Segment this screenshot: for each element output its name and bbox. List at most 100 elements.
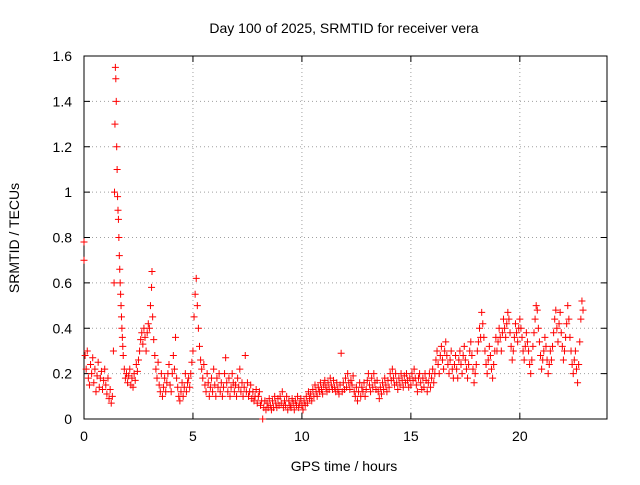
data-point [116,279,124,287]
data-point [168,370,176,378]
data-point [100,376,108,384]
data-point [478,308,486,316]
data-point [126,365,134,373]
data-point [558,342,566,350]
data-point [111,188,119,196]
data-point [575,361,583,369]
data-point [80,256,88,264]
data-point [482,361,490,369]
data-point [510,333,518,341]
data-point [85,381,93,389]
data-point [367,388,375,396]
data-point [115,252,123,260]
data-point [579,306,587,314]
data-point [434,361,442,369]
data-point [423,388,431,396]
data-point [204,379,212,387]
data-point [545,361,553,369]
data-point [233,392,241,400]
data-point [202,388,210,396]
data-point [110,279,118,287]
data-point [206,383,214,391]
data-point [542,342,550,350]
data-point [473,347,481,355]
data-point [544,370,552,378]
x-axis-label: GPS time / hours [291,458,398,474]
data-point [559,356,567,364]
data-point [94,358,102,366]
data-point [165,361,173,369]
data-point [109,347,117,355]
data-point [467,338,475,346]
data-point [452,351,460,359]
data-point [102,381,110,389]
data-point [501,324,509,332]
data-point [133,367,141,375]
data-point [417,379,425,387]
data-point [505,315,513,323]
data-point [538,365,546,373]
data-point [132,361,140,369]
data-point [368,374,376,382]
data-point [216,388,224,396]
data-point [569,370,577,378]
data-point [554,338,562,346]
data-point [525,347,533,355]
data-point [444,361,452,369]
data-point [103,390,111,398]
data-point [447,347,455,355]
data-point [104,374,112,382]
data-point [90,379,98,387]
data-point [221,370,229,378]
data-point [432,356,440,364]
data-point [506,329,514,337]
data-point [192,274,200,282]
data-point [373,376,381,384]
data-point [80,238,88,246]
data-point [412,381,420,389]
data-point [197,356,205,364]
data-point [528,356,536,364]
data-point [576,338,584,346]
x-tick-label: 0 [80,428,88,444]
data-point [511,320,519,328]
data-point [82,365,90,373]
data-point [550,329,558,337]
data-point [111,63,119,71]
data-point [170,365,178,373]
data-point [486,351,494,359]
data-point [480,333,488,341]
data-point [363,376,371,384]
data-point [167,388,175,396]
data-point [522,329,530,337]
data-point [549,342,557,350]
data-point [509,347,517,355]
y-axis-label: SRMTID / TECUs [6,183,22,293]
data-point [255,388,263,396]
data-point [481,347,489,355]
data-point [498,329,506,337]
data-point [179,392,187,400]
data-point [388,365,396,373]
data-point [205,392,213,400]
data-point [461,356,469,364]
data-point [240,383,248,391]
data-point [429,365,437,373]
data-point [443,351,451,359]
data-point [259,415,267,423]
grid-lines [84,56,607,419]
x-tick-label: 15 [403,428,419,444]
data-point [223,379,231,387]
y-tick-label: 0.8 [53,230,73,246]
data-point [241,351,249,359]
data-point [556,308,564,316]
data-point [107,399,115,407]
data-point [555,320,563,328]
data-point [173,374,181,382]
data-point [564,302,572,310]
data-point [456,347,464,355]
data-point [106,386,114,394]
data-point [236,365,244,373]
data-point [191,290,199,298]
x-tick-label: 20 [512,428,528,444]
